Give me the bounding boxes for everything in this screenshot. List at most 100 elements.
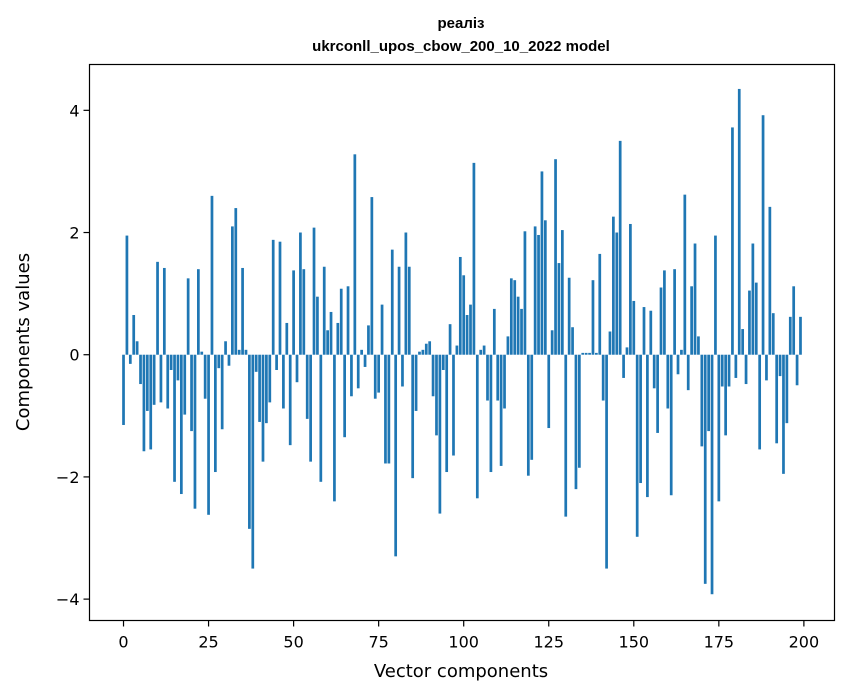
bar-50 (292, 270, 295, 355)
bar-123 (540, 171, 544, 355)
bar-195 (785, 354, 789, 424)
bar-116 (516, 296, 520, 355)
bar-198 (795, 354, 799, 386)
bar-91 (431, 354, 435, 397)
bar-46 (278, 241, 282, 355)
bar-11 (159, 354, 163, 403)
bar-141 (601, 354, 605, 401)
bar-121 (533, 226, 537, 355)
bar-63 (336, 322, 340, 355)
bar-39 (254, 354, 258, 372)
bar-71 (363, 354, 367, 367)
bar-136 (584, 352, 588, 355)
bar-38 (251, 354, 255, 569)
bar-65 (343, 354, 346, 438)
bar-106 (482, 345, 486, 355)
bar-5 (139, 354, 142, 385)
bar-24 (203, 354, 207, 399)
bar-59 (322, 266, 326, 355)
bar-81 (397, 266, 401, 355)
bar-60 (326, 330, 329, 355)
bar-178 (727, 354, 731, 387)
bar-152 (639, 354, 642, 484)
bar-170 (700, 354, 704, 447)
bar-144 (612, 216, 615, 355)
bar-103 (472, 162, 476, 355)
bar-83 (404, 232, 408, 355)
bar-199 (799, 316, 802, 355)
bar-92 (435, 354, 438, 436)
bar-13 (166, 354, 170, 409)
bar-93 (438, 354, 442, 514)
bar-54 (305, 354, 309, 419)
x-tick-label-4: 100 (448, 633, 479, 652)
bar-118 (523, 231, 527, 355)
bar-164 (680, 349, 683, 355)
bar-18 (183, 354, 187, 415)
bar-22 (197, 269, 200, 355)
x-tick-label-5: 125 (533, 633, 564, 652)
y-axis-ticks: −4 −2 0 2 4 (56, 101, 90, 609)
bar-156 (652, 354, 656, 389)
bar-160 (666, 354, 670, 409)
x-axis-ticks: 0 25 50 75 100 125 150 175 200 (118, 620, 820, 652)
bar-31 (227, 354, 231, 366)
bar-139 (595, 352, 598, 355)
bar-21 (193, 354, 197, 509)
bar-197 (792, 286, 796, 355)
bar-175 (717, 354, 721, 502)
bar-16 (176, 354, 180, 381)
bar-182 (741, 329, 745, 355)
bar-49 (288, 354, 292, 446)
bar-177 (724, 354, 727, 436)
x-tick-label-6: 150 (619, 633, 650, 652)
bar-25 (207, 354, 210, 515)
bar-99 (458, 256, 462, 355)
bar-17 (179, 354, 183, 495)
bar-129 (560, 230, 564, 355)
bar-97 (452, 354, 455, 456)
bar-67 (350, 354, 353, 397)
bar-143 (608, 331, 612, 355)
bar-47 (282, 354, 285, 409)
bar-131 (567, 277, 571, 355)
bar-194 (782, 354, 785, 474)
bar-159 (663, 270, 666, 355)
bar-51 (295, 354, 299, 383)
bar-41 (261, 354, 265, 462)
bar-140 (598, 253, 602, 355)
bar-19 (186, 278, 190, 355)
bar-135 (581, 352, 585, 355)
bar-113 (506, 336, 510, 355)
bar-165 (683, 194, 687, 355)
bar-90 (428, 341, 432, 355)
bar-4 (135, 341, 139, 355)
bar-6 (142, 354, 146, 452)
bar-186 (754, 282, 758, 355)
bar-126 (550, 330, 554, 355)
bar-168 (693, 243, 697, 355)
bar-58 (319, 354, 323, 482)
bar-133 (574, 354, 578, 490)
bar-88 (421, 349, 425, 355)
bar-158 (659, 287, 663, 355)
bar-1 (125, 235, 129, 355)
bar-193 (778, 354, 782, 377)
bar-185 (751, 243, 755, 355)
bar-127 (554, 159, 557, 355)
x-tick-label-1: 25 (198, 633, 218, 652)
bar-100 (462, 275, 466, 355)
bar-87 (418, 351, 421, 355)
bar-20 (190, 354, 193, 432)
bar-76 (380, 304, 384, 355)
bar-36 (244, 349, 248, 355)
bar-155 (649, 310, 653, 355)
bar-167 (690, 286, 693, 355)
bar-125 (547, 354, 551, 429)
bar-28 (217, 354, 221, 369)
x-tick-label-8: 200 (789, 633, 820, 652)
bar-189 (765, 354, 768, 381)
bar-146 (618, 140, 622, 355)
bar-75 (377, 354, 381, 393)
bar-142 (605, 354, 608, 569)
